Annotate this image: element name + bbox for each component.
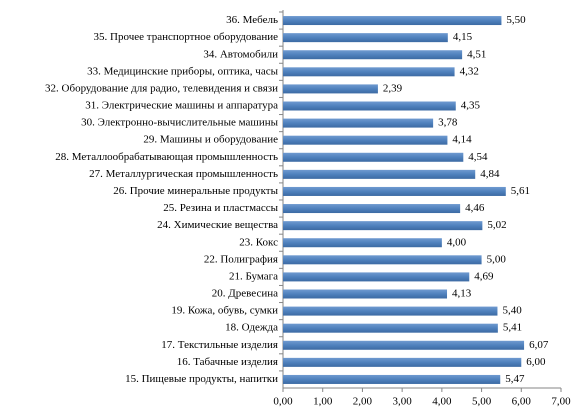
x-tick-label: 3,00 bbox=[393, 396, 413, 408]
value-label: 6,00 bbox=[526, 356, 546, 368]
value-label: 4,46 bbox=[465, 202, 485, 214]
bar bbox=[283, 101, 456, 111]
value-label: 4,00 bbox=[447, 236, 467, 248]
bar bbox=[283, 306, 498, 316]
value-label: 3,78 bbox=[438, 117, 458, 129]
bar bbox=[283, 135, 448, 145]
x-tick-label: 1,00 bbox=[313, 396, 333, 408]
value-label: 4,69 bbox=[474, 270, 494, 282]
bar bbox=[283, 340, 525, 350]
category-label: 15. Пищевые продукты, напитки bbox=[125, 373, 278, 385]
bar bbox=[283, 67, 455, 77]
bar bbox=[283, 323, 498, 333]
category-label: 29. Машины и оборудование bbox=[143, 134, 278, 146]
bar bbox=[283, 118, 434, 128]
category-label: 27. Металлургическая промышленность bbox=[89, 168, 278, 180]
value-label: 5,00 bbox=[487, 253, 507, 265]
bar bbox=[283, 272, 470, 282]
bar bbox=[283, 255, 482, 265]
bar bbox=[283, 238, 442, 248]
value-label: 5,61 bbox=[511, 185, 530, 197]
value-label: 2,39 bbox=[383, 82, 403, 94]
bar bbox=[283, 152, 464, 162]
value-label: 5,02 bbox=[487, 219, 506, 231]
category-label: 18. Одежда bbox=[225, 322, 278, 334]
value-label: 4,54 bbox=[468, 151, 488, 163]
category-label: 20. Древесина bbox=[212, 288, 278, 300]
x-tick-label: 7,00 bbox=[551, 396, 571, 408]
category-label: 24. Химические вещества bbox=[157, 219, 278, 231]
category-label: 22. Полиграфия bbox=[204, 253, 278, 265]
category-label: 19. Кожа, обувь, сумки bbox=[171, 305, 278, 317]
value-label: 4,32 bbox=[460, 65, 479, 77]
value-label: 5,50 bbox=[506, 14, 526, 26]
category-label: 21. Бумага bbox=[229, 270, 278, 282]
category-label: 36. Мебель bbox=[226, 14, 278, 26]
value-label: 5,47 bbox=[505, 373, 525, 385]
category-label: 33. Медицинские приборы, оптика, часы bbox=[87, 65, 278, 77]
bar bbox=[283, 186, 506, 196]
category-label: 25. Резина и пластмассы bbox=[163, 202, 278, 214]
bar bbox=[283, 33, 448, 43]
category-label: 31. Электрические машины и аппаратура bbox=[85, 100, 278, 112]
value-label: 5,41 bbox=[503, 322, 522, 334]
x-tick-label: 4,00 bbox=[432, 396, 452, 408]
category-label: 16. Табачные изделия bbox=[177, 356, 278, 368]
bar bbox=[283, 84, 378, 94]
bar bbox=[283, 289, 448, 299]
bar bbox=[283, 50, 463, 60]
value-label: 4,15 bbox=[453, 31, 473, 43]
category-label: 23. Кокс bbox=[239, 236, 278, 248]
category-label: 26. Прочие минеральные продукты bbox=[113, 185, 278, 197]
bar bbox=[283, 169, 476, 179]
bar bbox=[283, 204, 461, 214]
value-label: 4,35 bbox=[461, 100, 481, 112]
category-label: 32. Оборудование для радио, телевидения … bbox=[45, 82, 278, 94]
bar bbox=[283, 374, 501, 384]
category-label: 17. Текстильные изделия bbox=[161, 339, 278, 351]
bar bbox=[283, 221, 483, 231]
value-label: 6,07 bbox=[529, 339, 549, 351]
value-label: 5,40 bbox=[502, 305, 522, 317]
category-label: 28. Металлообрабатывающая промышленность bbox=[55, 151, 278, 163]
category-label: 35. Прочее транспортное оборудование bbox=[94, 31, 279, 43]
value-label: 4,51 bbox=[467, 48, 486, 60]
bar bbox=[283, 16, 502, 26]
value-label: 4,13 bbox=[452, 288, 472, 300]
x-tick-label: 2,00 bbox=[353, 396, 373, 408]
x-tick-label: 0,00 bbox=[273, 396, 293, 408]
bar bbox=[283, 357, 522, 367]
value-label: 4,14 bbox=[452, 134, 472, 146]
category-label: 34. Автомобили bbox=[203, 48, 278, 60]
category-label: 30. Электронно-вычислительные машины bbox=[81, 117, 278, 129]
x-tick-label: 5,00 bbox=[472, 396, 492, 408]
x-tick-label: 6,00 bbox=[512, 396, 532, 408]
value-label: 4,84 bbox=[480, 168, 500, 180]
